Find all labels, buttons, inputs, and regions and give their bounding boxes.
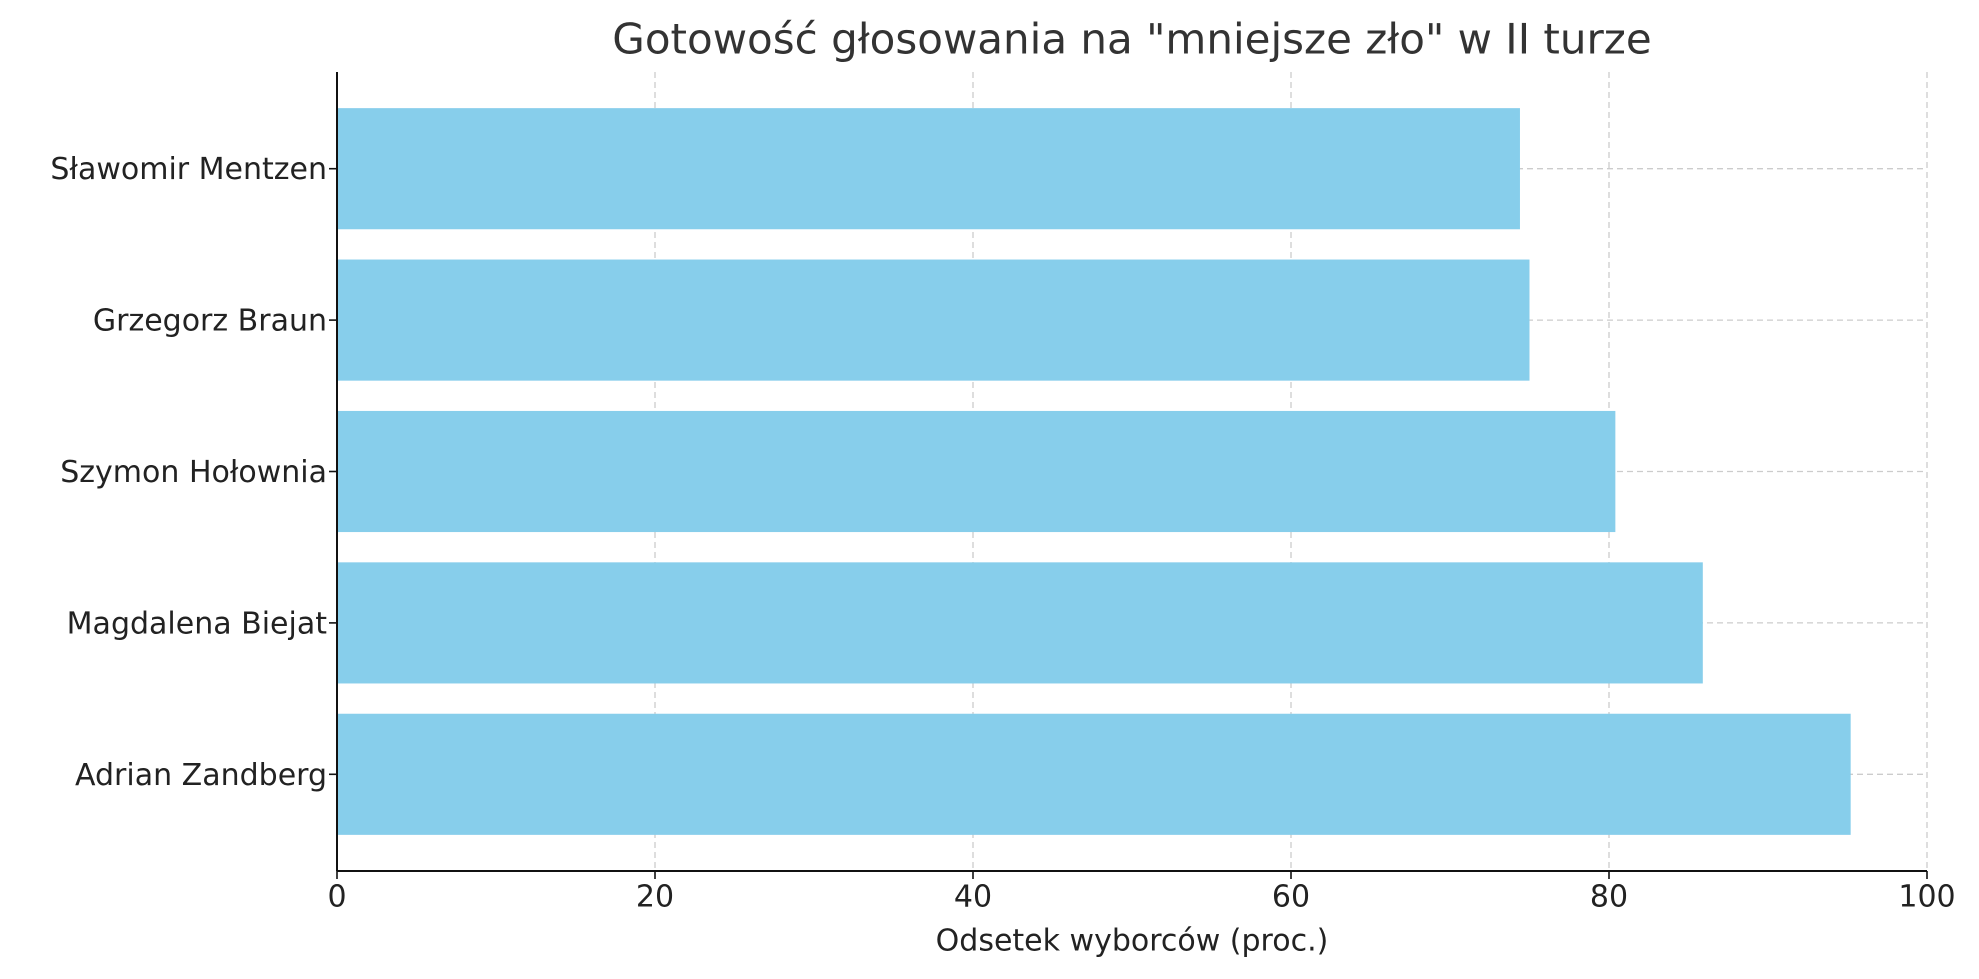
x-tick-label: 80 [1590, 880, 1628, 915]
x-tick-label: 0 [327, 880, 346, 915]
y-tick-label: Grzegorz Braun [93, 304, 327, 339]
bar [337, 259, 1530, 381]
y-tick-label: Magdalena Biejat [67, 606, 328, 641]
bar [337, 562, 1703, 684]
chart-title: Gotowość głosowania na "mniejsze zło" w … [612, 15, 1651, 64]
x-tick-label: 100 [1898, 880, 1955, 915]
x-tick-label: 20 [636, 880, 674, 915]
x-axis-label: Odsetek wyborców (proc.) [936, 924, 1329, 959]
bar [337, 410, 1616, 533]
bar [337, 108, 1520, 230]
bar [337, 713, 1851, 835]
y-tick-label: Adrian Zandberg [75, 758, 327, 793]
x-tick-label: 60 [1272, 880, 1310, 915]
y-tick-label: Sławomir Mentzen [50, 152, 327, 187]
y-tick-label: Szymon Hołownia [60, 455, 327, 490]
x-tick-label: 40 [954, 880, 992, 915]
